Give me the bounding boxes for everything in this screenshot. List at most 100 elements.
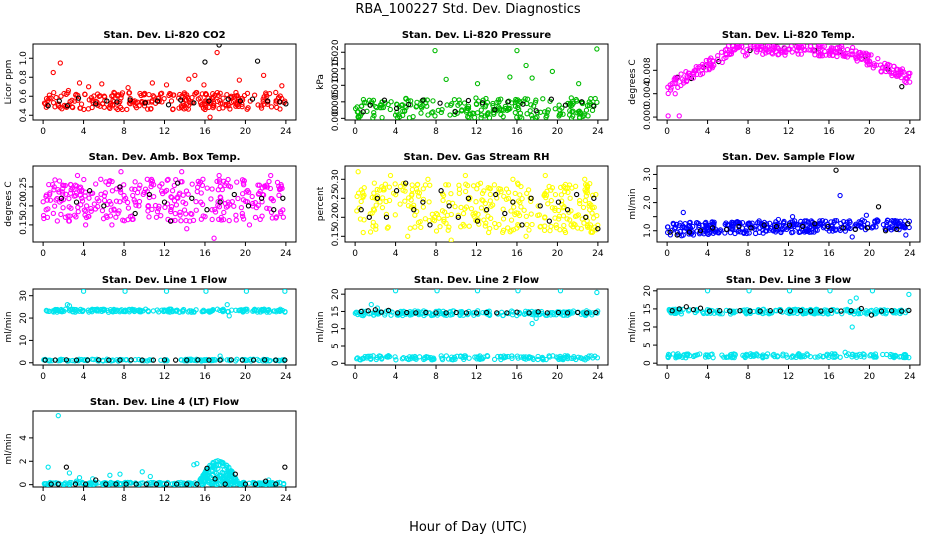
band-point bbox=[220, 95, 226, 101]
band-point bbox=[561, 203, 567, 210]
band-point bbox=[837, 49, 843, 56]
series-point bbox=[837, 192, 843, 199]
x-tick-label: 16 bbox=[199, 127, 211, 137]
band-point bbox=[215, 465, 221, 471]
data-points bbox=[352, 289, 601, 363]
band-point bbox=[542, 214, 548, 220]
band-point bbox=[696, 63, 703, 70]
x-tick-label: 8 bbox=[745, 127, 751, 137]
black-series-point bbox=[564, 310, 571, 316]
series-point bbox=[715, 53, 721, 59]
black-series-point bbox=[374, 195, 381, 201]
band-point bbox=[772, 44, 778, 50]
band-point bbox=[75, 204, 81, 211]
x-tick-label: 20 bbox=[552, 372, 564, 382]
band-point bbox=[118, 189, 124, 195]
band-point bbox=[243, 189, 249, 195]
band-point bbox=[564, 216, 570, 222]
band-point bbox=[233, 212, 239, 218]
band-point bbox=[68, 182, 74, 188]
band-point bbox=[119, 90, 126, 96]
black-series-point bbox=[493, 191, 499, 198]
series-point bbox=[448, 237, 454, 242]
band-point bbox=[567, 195, 573, 201]
band-point bbox=[856, 351, 863, 357]
band-point bbox=[721, 354, 727, 360]
band-point bbox=[445, 182, 452, 188]
black-series-point bbox=[537, 203, 543, 209]
band-point bbox=[581, 220, 587, 226]
band-point bbox=[236, 307, 242, 314]
band-point bbox=[732, 220, 738, 227]
band-point bbox=[568, 355, 575, 361]
band-point bbox=[535, 203, 541, 209]
series-point bbox=[529, 320, 535, 327]
x-tick-label: 4 bbox=[705, 127, 711, 137]
band-point bbox=[466, 223, 472, 229]
band-point bbox=[102, 190, 108, 196]
black-series-point bbox=[195, 357, 201, 363]
band-point bbox=[161, 307, 167, 313]
black-series-point bbox=[420, 199, 426, 205]
band-point bbox=[452, 203, 458, 210]
band-point bbox=[131, 308, 138, 315]
band-point bbox=[585, 224, 591, 230]
x-tick-label: 8 bbox=[433, 249, 439, 259]
band-point bbox=[557, 227, 563, 233]
band-point bbox=[58, 93, 64, 99]
band-point bbox=[142, 91, 148, 98]
black-series-point bbox=[697, 305, 704, 311]
band-point bbox=[81, 176, 87, 183]
band-point bbox=[104, 307, 110, 313]
band-point bbox=[180, 192, 186, 198]
band-point bbox=[210, 91, 216, 97]
band-point bbox=[122, 308, 128, 315]
band-point bbox=[146, 91, 152, 98]
band-point bbox=[373, 104, 380, 111]
band-point bbox=[749, 220, 755, 226]
black-series-point bbox=[93, 101, 99, 107]
chart-title: Stan. Dev. Li-820 Pressure bbox=[402, 30, 552, 41]
band-point bbox=[194, 188, 200, 195]
y-axis-label: Licor ppm bbox=[4, 60, 14, 105]
band-point bbox=[259, 213, 265, 219]
band-point bbox=[158, 357, 164, 363]
band-point bbox=[401, 108, 408, 114]
band-point bbox=[384, 225, 391, 231]
band-point bbox=[703, 219, 709, 226]
band-point bbox=[549, 310, 556, 316]
band-point bbox=[540, 96, 546, 102]
x-tick-label: 12 bbox=[471, 127, 482, 137]
series-point bbox=[665, 113, 671, 119]
band-point bbox=[372, 195, 378, 201]
x-tick-label: 0 bbox=[352, 372, 358, 382]
band-point bbox=[270, 198, 276, 204]
x-tick-label: 4 bbox=[81, 494, 87, 504]
band-point bbox=[868, 52, 874, 58]
band-point bbox=[528, 198, 534, 205]
band-point bbox=[182, 91, 188, 98]
band-point bbox=[159, 190, 166, 197]
series-point bbox=[179, 169, 185, 175]
band-point bbox=[207, 462, 213, 469]
band-point bbox=[75, 92, 81, 99]
band-point bbox=[144, 106, 151, 112]
black-series-point bbox=[404, 309, 410, 316]
band-point bbox=[214, 98, 221, 105]
band-point bbox=[674, 75, 681, 81]
x-tick-label: 24 bbox=[904, 127, 916, 137]
chart-panel: Stan. Dev. Line 2 Flow ml/min 0 4 8 12 16 20 24 0… bbox=[316, 275, 609, 382]
chart-panel: Stan. Dev. Gas Stream RH percent 0 4 8 12 16 20… bbox=[316, 152, 609, 259]
black-series-point bbox=[479, 100, 486, 106]
band-point bbox=[277, 306, 283, 312]
y-tick-label: 0 bbox=[19, 482, 29, 488]
band-point bbox=[271, 308, 277, 314]
band-point bbox=[104, 214, 110, 220]
band-point bbox=[500, 206, 506, 212]
band-point bbox=[582, 187, 588, 193]
x-tick-label: 0 bbox=[40, 494, 46, 504]
band-point bbox=[729, 354, 735, 361]
black-series-point bbox=[262, 478, 269, 484]
series-point bbox=[225, 199, 231, 205]
band-point bbox=[448, 190, 454, 197]
